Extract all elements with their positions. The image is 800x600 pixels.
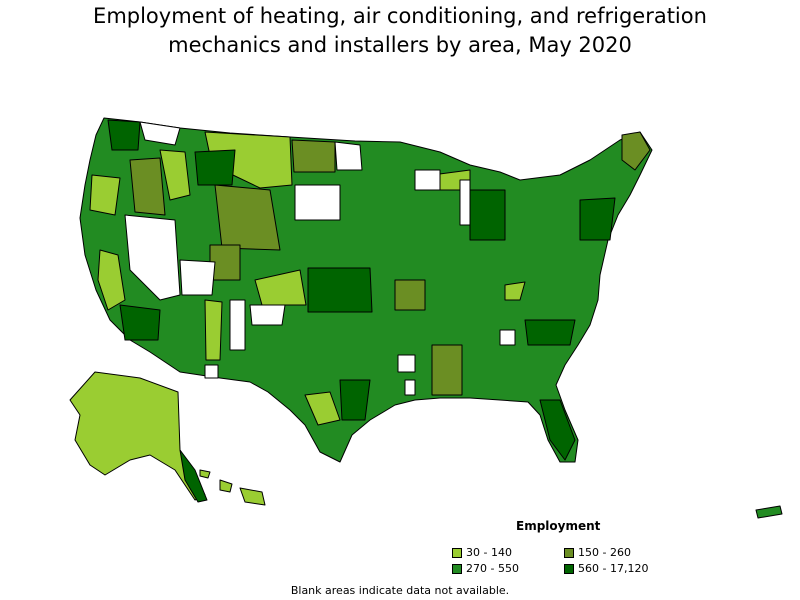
title-line-2: mechanics and installers by area, May 20…	[168, 33, 632, 57]
no-data-wyoming	[294, 184, 341, 221]
legend-swatch	[564, 563, 574, 574]
region-arizona-light	[204, 299, 223, 361]
region-california-light	[97, 249, 126, 311]
region-wyoming-light	[254, 269, 307, 306]
region-maine-olive	[621, 131, 651, 171]
no-data-louisiana	[404, 379, 416, 396]
no-data-montana	[139, 121, 181, 146]
region-great-lakes-dark	[469, 189, 506, 241]
legend-item-150-260: 150 - 260	[564, 546, 631, 559]
region-idaho-dark	[194, 149, 236, 186]
legend-label: 30 - 140	[466, 546, 512, 559]
region-missouri-olive	[394, 279, 426, 311]
region-idaho-olive	[129, 157, 166, 216]
region-washington-dark	[107, 119, 141, 151]
region-florida-dark	[539, 399, 576, 461]
legend-label: 560 - 17,120	[578, 562, 649, 575]
legend-item-560-17120: 560 - 17,120	[564, 562, 648, 575]
legend-swatch	[452, 547, 462, 558]
region-kansas-dark	[307, 267, 373, 313]
no-data-arkansas	[397, 354, 416, 373]
map-title: Employment of heating, air conditioning,…	[0, 2, 800, 60]
no-data-new-mexico-2	[249, 304, 286, 326]
region-wyoming-olive	[214, 184, 281, 251]
legend-item-30-140: 30 - 140	[452, 546, 512, 559]
legend-item-270-550: 270 - 550	[452, 562, 519, 575]
region-northeast-dark	[579, 197, 616, 241]
legend-swatch	[564, 547, 574, 558]
hawaii-2	[239, 487, 266, 506]
alaska	[69, 371, 206, 501]
no-data-lake-michigan	[459, 179, 471, 226]
title-line-1: Employment of heating, air conditioning,…	[93, 4, 707, 28]
region-north-dakota-olive	[291, 139, 336, 173]
region-arizona-dark	[119, 304, 161, 341]
hawaii-1	[219, 479, 233, 493]
legend-swatch	[452, 563, 462, 574]
region-idaho-light	[159, 149, 191, 201]
no-data-arizona-south	[204, 364, 219, 379]
alaska-panhandle	[179, 449, 208, 503]
region-mississippi-olive	[431, 344, 463, 396]
no-data-nebraska	[414, 169, 441, 191]
legend-label: 150 - 260	[578, 546, 631, 559]
no-data-north-dakota	[334, 141, 363, 171]
hawaii-3	[199, 469, 211, 479]
legend-title: Employment	[516, 519, 601, 533]
legend-label: 270 - 550	[466, 562, 519, 575]
no-data-new-mexico	[229, 299, 246, 351]
region-kentucky-light	[504, 281, 526, 301]
puerto-rico	[755, 505, 783, 519]
us-choropleth-map	[69, 117, 783, 519]
region-texas-light	[304, 391, 341, 426]
no-data-nevada	[124, 214, 181, 301]
footnote: Blank areas indicate data not available.	[290, 584, 510, 597]
region-texas-dark	[339, 379, 371, 421]
region-carolinas-dark	[524, 319, 576, 346]
no-data-tennessee	[499, 329, 516, 346]
no-data-utah	[179, 259, 216, 296]
region-oregon-light	[89, 174, 121, 216]
